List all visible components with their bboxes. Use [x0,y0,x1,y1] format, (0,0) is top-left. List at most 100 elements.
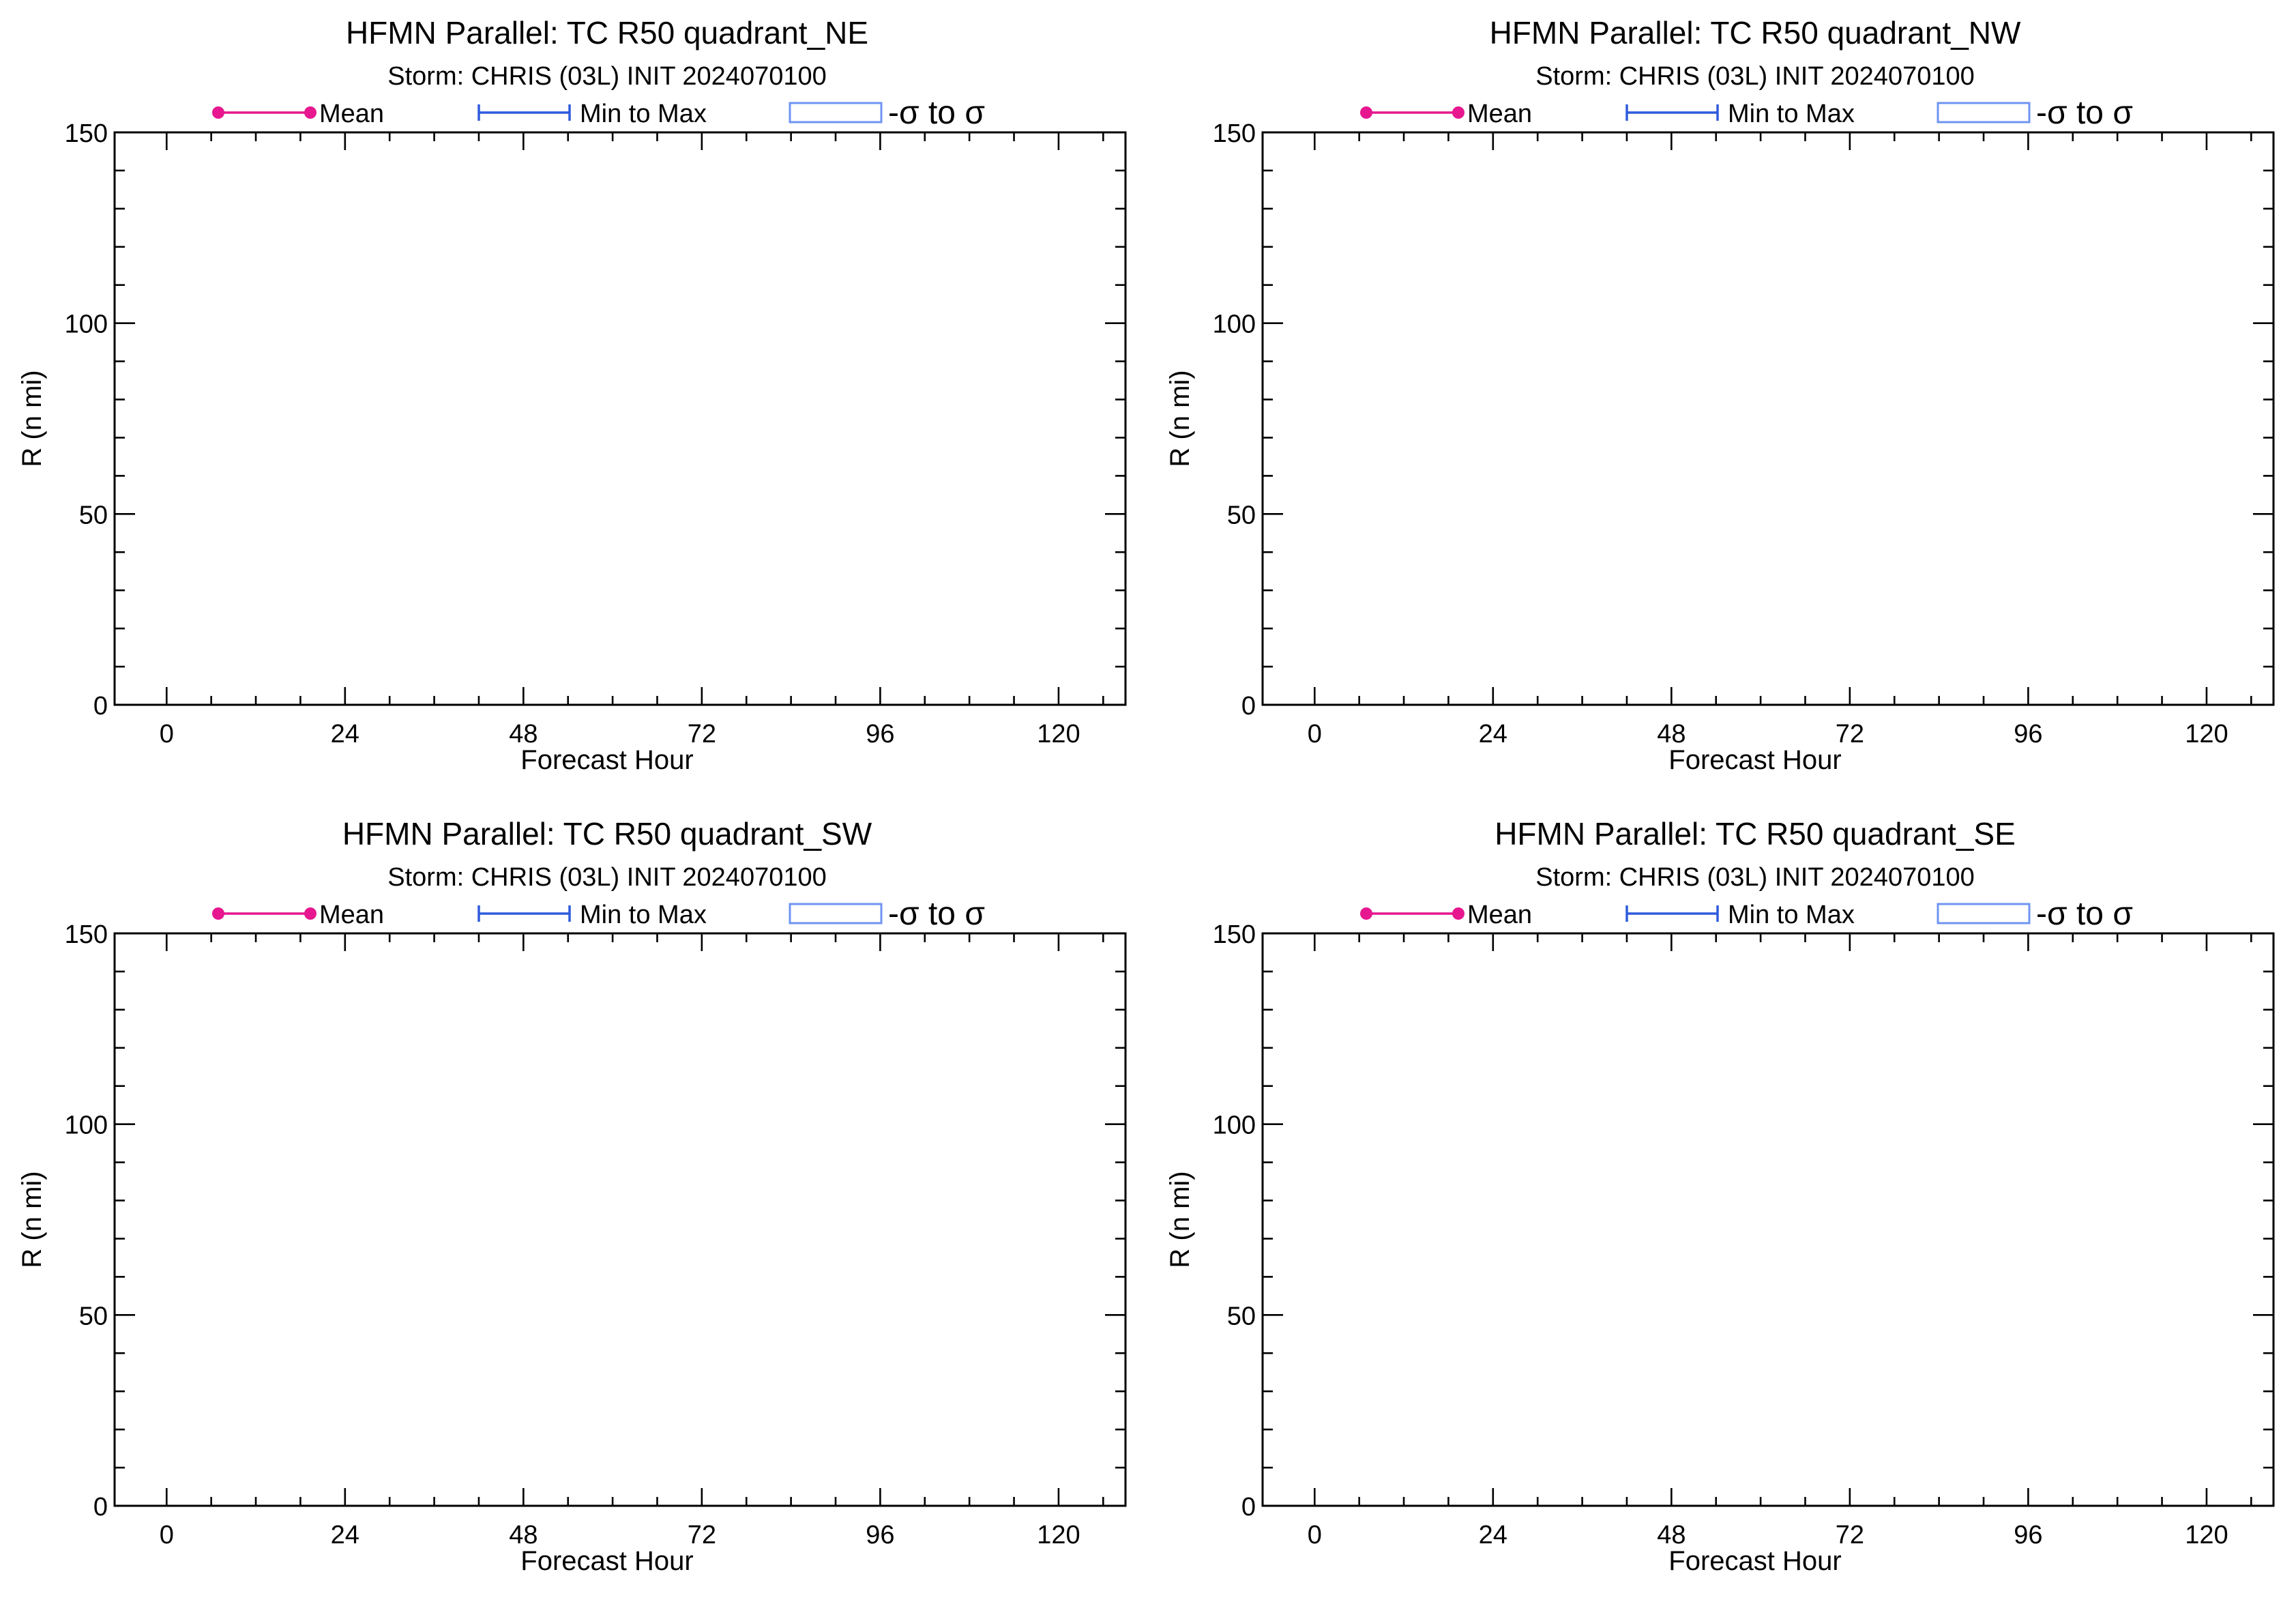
x-tick-label: 0 [160,720,174,748]
legend-sigma-box [789,903,883,924]
x-tick-label: 120 [2185,1521,2228,1549]
x-axis: 0 24 48 72 96 120 [1308,132,2252,748]
x-axis: 0 24 48 72 96 120 [160,933,1104,1549]
chart-title: HFMN Parallel: TC R50 quadrant_SE [1495,816,2016,851]
y-tick-label: 100 [1213,1111,1256,1140]
legend-sigma-box [1937,903,2031,924]
chart-subtitle: Storm: CHRIS (03L) INIT 2024070100 [1535,62,1975,91]
chart-subtitle: Storm: CHRIS (03L) INIT 2024070100 [387,863,827,892]
x-tick-label: 72 [688,1521,716,1549]
y-axis-label: R (n mi) [17,370,47,467]
x-tick-label: 48 [1657,1521,1686,1549]
x-tick-label: 72 [1836,720,1864,748]
x-tick-label: 24 [1479,720,1507,748]
legend-sigma-box [1937,102,2031,123]
y-tick-label: 100 [65,1111,108,1140]
x-tick-label: 120 [1037,720,1080,748]
chart-panel: HFMN Parallel: TC R50 quadrant_NE Storm: … [17,15,1127,775]
legend: Mean Min to Max -σ to σ [212,95,985,131]
legend-mean-marker [304,907,317,920]
chart-title: HFMN Parallel: TC R50 quadrant_SW [342,816,872,851]
x-axis-label: Forecast Hour [1668,1546,1841,1576]
chart-subtitle: Storm: CHRIS (03L) INIT 2024070100 [1535,863,1975,892]
x-tick-label: 72 [1836,1521,1864,1549]
x-tick-label: 0 [1308,1521,1322,1549]
y-tick-label: 50 [79,1302,108,1330]
y-tick-label: 150 [1213,920,1256,949]
legend-mean-label: Mean [1467,901,1532,929]
legend-minmax-label: Min to Max [1728,901,1855,929]
legend-mean-marker [212,106,224,119]
chart-title: HFMN Parallel: TC R50 quadrant_NE [346,15,868,50]
legend-sigma-label: -σ to σ [2036,95,2133,131]
legend-sigma-label: -σ to σ [2036,896,2133,932]
x-tick-label: 0 [160,1521,174,1549]
y-tick-label: 0 [1241,1493,1256,1521]
legend-mean-label: Mean [319,100,384,128]
chart-title: HFMN Parallel: TC R50 quadrant_NW [1490,15,2021,50]
x-tick-label: 120 [2185,720,2228,748]
x-axis: 0 24 48 72 96 120 [1308,933,2252,1549]
x-tick-label: 120 [1037,1521,1080,1549]
y-axis: 0 50 100 150 [1213,119,2273,720]
legend-sigma-box [789,102,883,123]
x-tick-label: 0 [1308,720,1322,748]
legend-mean-marker [1360,907,1372,920]
legend: Mean Min to Max -σ to σ [1360,896,2133,932]
y-axis-label: R (n mi) [17,1171,47,1268]
y-tick-label: 150 [1213,119,1256,148]
legend-mean-marker [212,907,224,920]
legend-sigma-label: -σ to σ [888,896,985,932]
plot-frame [1261,932,2275,1507]
y-tick-label: 0 [93,1493,108,1521]
legend-mean-label: Mean [319,901,384,929]
x-tick-label: 96 [866,720,894,748]
y-tick-label: 0 [1241,692,1256,720]
chart-subtitle: Storm: CHRIS (03L) INIT 2024070100 [387,62,827,91]
y-axis-label: R (n mi) [1165,1171,1195,1268]
legend-sigma-label: -σ to σ [888,95,985,131]
x-tick-label: 48 [1657,720,1686,748]
plot-frame [113,131,1127,706]
legend-mean-marker [1452,907,1465,920]
x-tick-label: 72 [688,720,716,748]
x-tick-label: 48 [509,1521,538,1549]
chart-panel: HFMN Parallel: TC R50 quadrant_SE Storm: … [1165,816,2275,1576]
y-tick-label: 50 [79,501,108,529]
x-tick-label: 96 [2014,720,2042,748]
x-axis: 0 24 48 72 96 120 [160,132,1104,748]
legend: Mean Min to Max -σ to σ [212,896,985,932]
legend-mean-marker [304,106,317,119]
y-tick-label: 150 [65,119,108,148]
x-tick-label: 24 [331,720,359,748]
y-tick-label: 50 [1227,1302,1256,1330]
x-axis-label: Forecast Hour [520,745,693,775]
y-axis-label: R (n mi) [1165,370,1195,467]
y-axis: 0 50 100 150 [65,920,1125,1521]
legend-minmax-label: Min to Max [580,901,707,929]
chart-panel: HFMN Parallel: TC R50 quadrant_NW Storm: … [1165,15,2275,775]
x-tick-label: 24 [1479,1521,1507,1549]
x-tick-label: 24 [331,1521,359,1549]
legend-mean-label: Mean [1467,100,1532,128]
y-tick-label: 150 [65,920,108,949]
legend-minmax-label: Min to Max [580,100,707,128]
chart-panel: HFMN Parallel: TC R50 quadrant_SW Storm: … [17,816,1127,1576]
y-tick-label: 100 [65,310,108,339]
y-tick-label: 100 [1213,310,1256,339]
y-tick-label: 50 [1227,501,1256,529]
y-tick-label: 0 [93,692,108,720]
legend-mean-marker [1452,106,1465,119]
x-axis-label: Forecast Hour [520,1546,693,1576]
y-axis: 0 50 100 150 [1213,920,2273,1521]
legend-mean-marker [1360,106,1372,119]
legend: Mean Min to Max -σ to σ [1360,95,2133,131]
plot-frame [1261,131,2275,706]
y-axis: 0 50 100 150 [65,119,1125,720]
x-tick-label: 96 [2014,1521,2042,1549]
legend-minmax-label: Min to Max [1728,100,1855,128]
x-axis-label: Forecast Hour [1668,745,1841,775]
plot-frame [113,932,1127,1507]
x-tick-label: 96 [866,1521,894,1549]
x-tick-label: 48 [509,720,538,748]
